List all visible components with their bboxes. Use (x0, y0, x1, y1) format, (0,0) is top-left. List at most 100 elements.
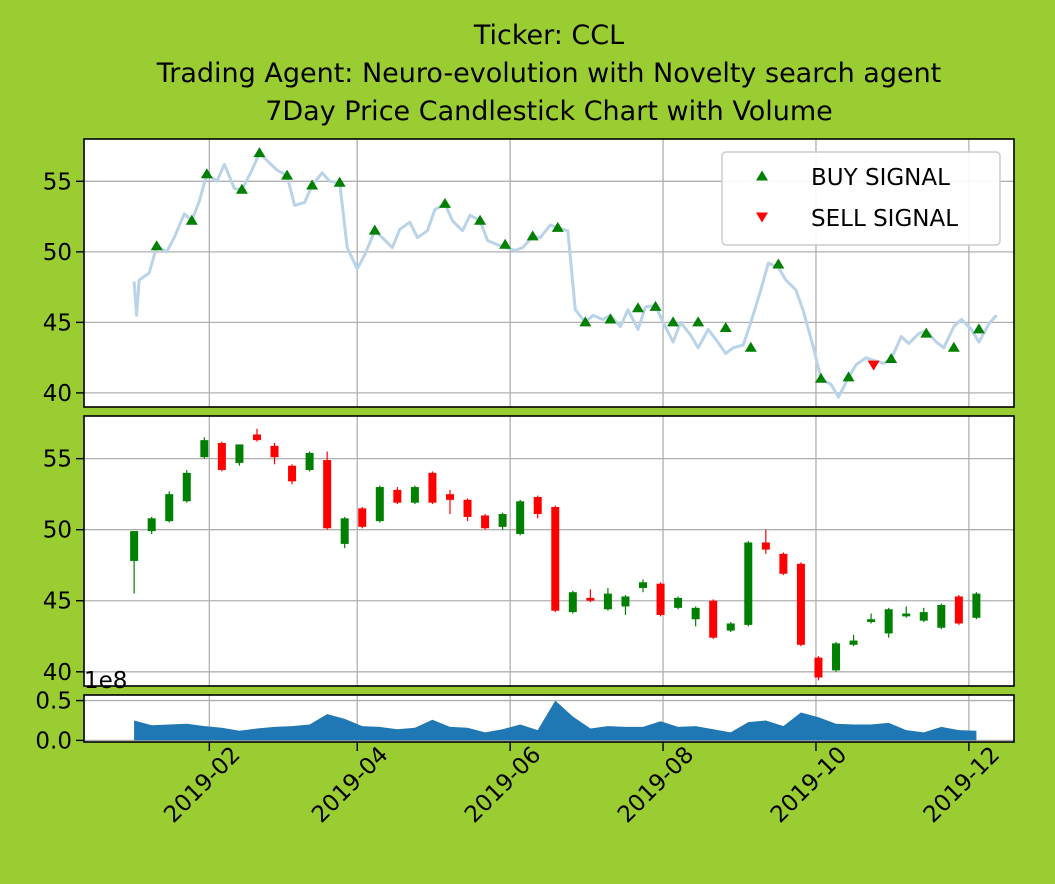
legend-buy-label: BUY SIGNAL (811, 165, 950, 191)
buy-signal-marker (200, 168, 213, 179)
volume-y-axis: 0.0 0.5 (35, 689, 84, 754)
candle (656, 582, 665, 617)
candle-body (621, 596, 630, 607)
candle (919, 607, 928, 623)
candle (744, 541, 753, 627)
volume-panel: 0.0 0.5 1e8 (35, 668, 1015, 754)
candle (779, 552, 788, 576)
candle (726, 622, 735, 632)
candle (902, 606, 911, 618)
price-panel-frame (83, 138, 1015, 408)
signal-layer (150, 147, 985, 383)
y-tick-label: 40 (43, 381, 72, 407)
candle (937, 603, 946, 630)
candle (375, 485, 384, 523)
y-tick-label: 50 (43, 518, 72, 544)
candle (639, 579, 648, 593)
y-tick-label: 40 (43, 660, 72, 686)
legend-box (721, 151, 1001, 246)
legend-sell-label: SELL SIGNAL (811, 206, 958, 232)
candle-body (796, 563, 805, 645)
candle (516, 499, 525, 536)
candle (603, 587, 612, 611)
candle-body (481, 515, 490, 529)
buy-signal-marker (920, 327, 933, 338)
candle (481, 514, 490, 530)
y-tick-label: 0.5 (35, 689, 72, 715)
price-y-axis: 40 45 50 55 (43, 169, 84, 407)
candle-body (656, 583, 665, 615)
candle-body (867, 619, 876, 623)
candle (533, 495, 542, 519)
candle-body (445, 494, 454, 500)
buy-signal-marker (474, 214, 487, 225)
buy-signal-marker (631, 302, 644, 313)
buy-signal-marker (333, 176, 346, 187)
buy-signal-marker (972, 323, 985, 334)
candle-body (551, 506, 560, 611)
candle-body (288, 465, 297, 482)
y-tick-label: 55 (43, 169, 72, 195)
candle-body (165, 494, 174, 522)
candle (761, 529, 770, 554)
legend-sell-marker (756, 212, 768, 223)
buy-signal-marker (235, 183, 248, 194)
candle (130, 531, 139, 594)
buy-signal-marker (947, 341, 960, 352)
candle (867, 613, 876, 624)
candlestick-y-axis: 40 45 50 55 (43, 447, 84, 686)
buy-signal-marker (438, 197, 451, 208)
candle-body (814, 657, 823, 678)
candle-body (217, 443, 226, 470)
legend-buy-marker (756, 170, 768, 181)
sell-signal-marker (867, 360, 880, 371)
candle (340, 516, 349, 549)
legend: BUY SIGNAL SELL SIGNAL (721, 151, 1001, 246)
candle-body (937, 605, 946, 628)
buy-signal-marker (667, 316, 680, 327)
candle-body (305, 452, 314, 470)
title-line-3: 7Day Price Candlestick Chart with Volume (265, 96, 833, 127)
candle-body (972, 593, 981, 618)
candle-body (902, 613, 911, 617)
candle (954, 595, 963, 625)
candle (814, 656, 823, 681)
candle-body (323, 460, 332, 529)
candle-body (709, 600, 718, 638)
x-tick-label: 2019-10 (766, 742, 852, 828)
buy-signal-marker (772, 258, 785, 269)
candle-body (884, 609, 893, 634)
candle-body (428, 472, 437, 503)
candle (674, 596, 683, 610)
candle (796, 562, 805, 647)
x-tick-label: 2019-06 (460, 742, 546, 828)
candle (884, 607, 893, 638)
buy-signal-marker (814, 372, 827, 383)
candle (288, 464, 297, 485)
candle (551, 505, 560, 613)
candle-body (147, 518, 156, 532)
x-tick-label: 2019-08 (613, 742, 699, 828)
candle (217, 441, 226, 472)
candle-body (182, 472, 191, 502)
candle-body (726, 623, 735, 631)
candle-body (516, 501, 525, 534)
candle-body (639, 582, 648, 588)
candle (445, 489, 454, 515)
candle-body (744, 542, 753, 625)
candle-body (674, 597, 683, 608)
candle-body (358, 508, 367, 527)
candle (182, 470, 191, 503)
candle (410, 485, 419, 505)
candle-body (691, 607, 700, 620)
candle (621, 595, 630, 615)
buy-signal-marker (306, 179, 319, 190)
buy-signal-marker (885, 353, 898, 364)
candle (393, 487, 402, 505)
buy-signal-marker (281, 169, 294, 180)
buy-signal-marker (551, 221, 564, 232)
candle-body (393, 489, 402, 503)
buy-signal-marker (368, 224, 381, 235)
candlestick-panel-frame (83, 415, 1015, 687)
